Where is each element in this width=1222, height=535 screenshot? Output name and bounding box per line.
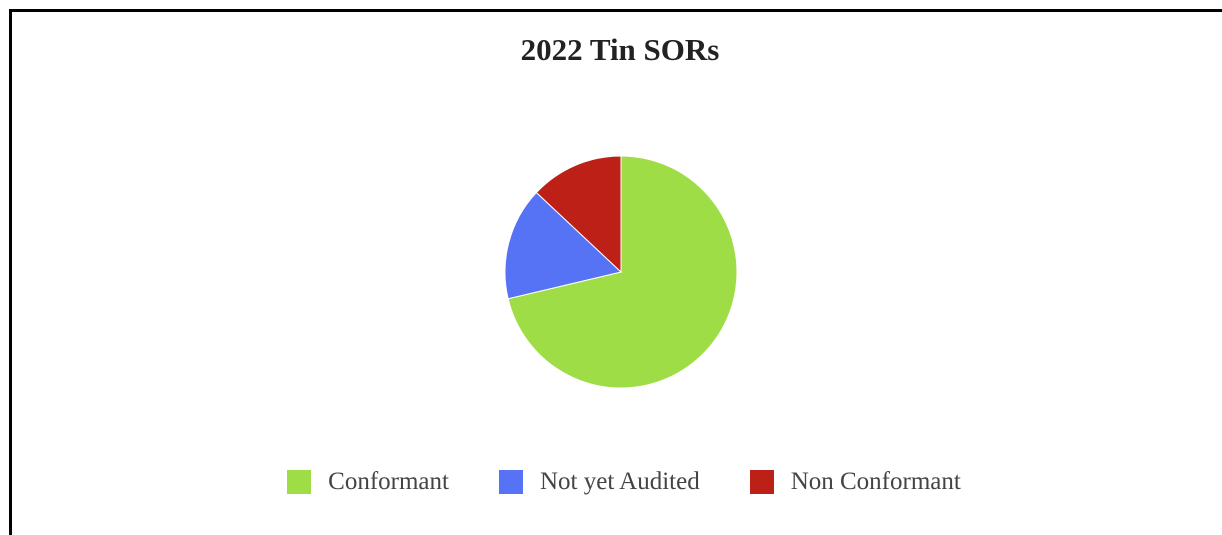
chart-legend: Conformant Not yet Audited Non Conforman…	[0, 468, 1222, 496]
pie-slice-non-conformant[interactable]	[535, 155, 622, 274]
legend-item-non-conformant[interactable]: Non Conformant	[749, 468, 961, 496]
legend-item-conformant[interactable]: Conformant	[287, 468, 449, 496]
legend-item-not-yet-audited[interactable]: Not yet Audited	[498, 468, 700, 496]
legend-label-non-conformant: Non Conformant	[790, 468, 961, 495]
legend-swatch-conformant	[287, 470, 312, 494]
legend-swatch-not-yet-audited	[498, 470, 523, 494]
legend-swatch-non-conformant	[749, 470, 774, 494]
legend-label-conformant: Conformant	[328, 468, 449, 495]
legend-label-not-yet-audited: Not yet Audited	[539, 468, 700, 495]
chart-title: 2022 Tin SORs	[520, 32, 720, 67]
pie-slice-not-yet-audited[interactable]	[504, 191, 623, 300]
pie-slice-conformant[interactable]	[507, 155, 738, 389]
